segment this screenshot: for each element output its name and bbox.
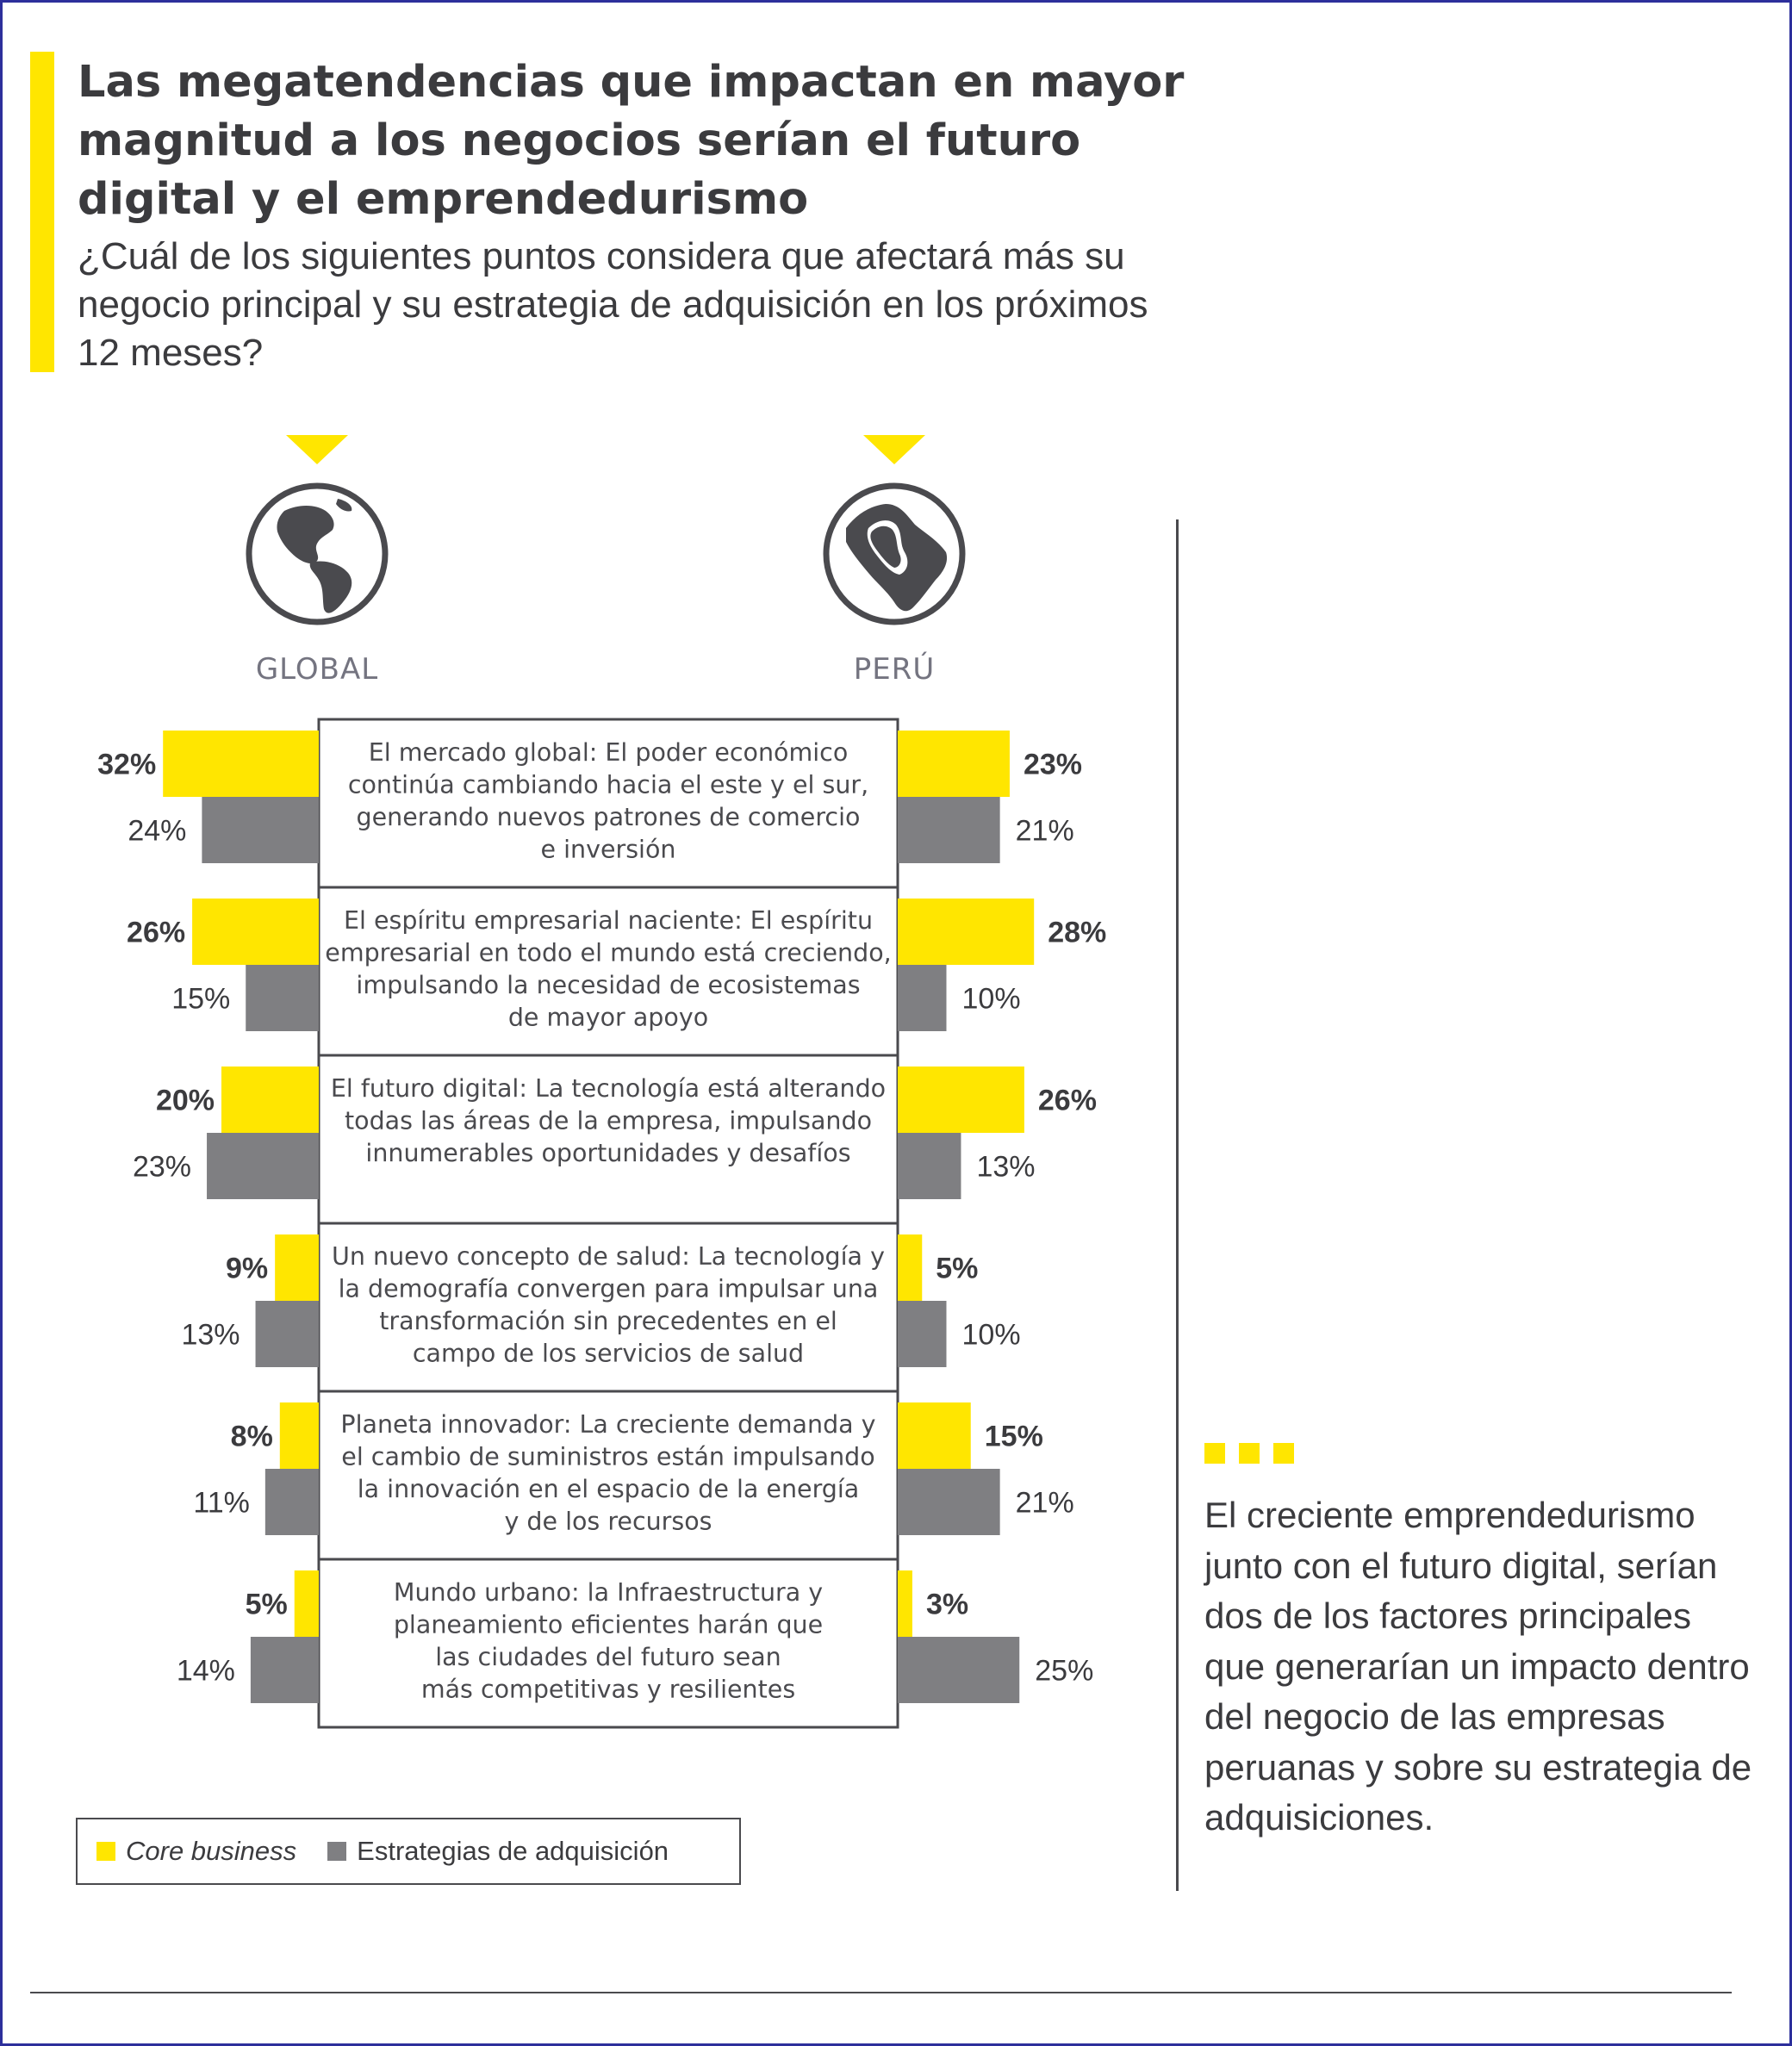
category-label-line: la innovación en el espacio de la energí… [358, 1475, 860, 1503]
peru-acquisition-bar [898, 1133, 961, 1199]
globe-americas-icon [246, 482, 389, 625]
global-core-value-label: 26% [127, 917, 185, 949]
category-label-line: e inversión [541, 836, 676, 864]
category-label-line: de mayor apoyo [508, 1004, 708, 1032]
category-label-line: Planeta innovador: La creciente demanda … [340, 1410, 875, 1439]
peru-acquisition-value-label: 21% [1016, 815, 1074, 848]
global-core-value-label: 9% [226, 1253, 268, 1285]
peru-acquisition-bar [898, 1301, 947, 1367]
global-core-bar [192, 899, 319, 965]
decoration-dot [1239, 1443, 1260, 1464]
global-acquisition-value-label: 14% [177, 1655, 235, 1688]
category-label-line: empresarial en todo el mundo está crecie… [325, 939, 891, 967]
peru-core-value-label: 5% [936, 1253, 978, 1285]
category-label-line: El mercado global: El poder económico [369, 738, 849, 767]
category-label-line: El futuro digital: La tecnología está al… [331, 1074, 886, 1103]
global-core-bar [279, 1402, 319, 1469]
category-label-line: y de los recursos [504, 1508, 712, 1536]
category-label-line: las ciudades del futuro sean [435, 1643, 781, 1671]
category-label-line: impulsando la necesidad de ecosistemas [356, 971, 860, 999]
peru-acquisition-value-label: 25% [1035, 1655, 1093, 1688]
peru-acquisition-bar [898, 797, 1000, 863]
global-core-value-label: 8% [231, 1421, 273, 1453]
globe-peru-icon [823, 482, 966, 625]
global-core-bar [275, 1234, 319, 1301]
category-label-line: transformación sin precedentes en el [379, 1307, 837, 1335]
legend-label-acquisition: Estrategias de adquisición [357, 1836, 669, 1866]
category-label-line: El espíritu empresarial naciente: El esp… [344, 906, 873, 935]
chart-legend: Core business Estrategias de adquisición [76, 1818, 741, 1885]
global-acquisition-value-label: 24% [128, 815, 186, 848]
category-label-line: el cambio de suministros están impulsand… [341, 1443, 874, 1471]
category-label-line: la demografía convergen para impulsar un… [339, 1275, 879, 1303]
peru-acquisition-value-label: 13% [976, 1151, 1035, 1184]
category-label-line: Mundo urbano: la Infraestructura y [394, 1578, 823, 1607]
peru-acquisition-bar [898, 1637, 1020, 1703]
page-title: Las megatendencias que impactan en mayor… [78, 57, 1185, 225]
vertical-divider [1176, 519, 1179, 1891]
title-accent-bar [30, 52, 54, 372]
global-core-value-label: 20% [156, 1085, 215, 1117]
peru-acquisition-value-label: 10% [962, 1319, 1021, 1352]
global-acquisition-bar [202, 797, 319, 863]
global-label: GLOBAL [255, 652, 379, 687]
peru-core-bar [898, 1067, 1024, 1133]
peru-acquisition-value-label: 10% [962, 983, 1021, 1016]
peru-core-bar [898, 1570, 912, 1637]
legend-swatch-acquisition [327, 1842, 347, 1861]
legend-swatch-core [96, 1842, 115, 1861]
peru-core-bar [898, 899, 1035, 965]
category-label-line: más competitivas y resilientes [421, 1676, 795, 1704]
global-acquisition-value-label: 13% [181, 1319, 240, 1352]
category-label-line: Un nuevo concepto de salud: La tecnologí… [332, 1242, 885, 1271]
peru-core-value-label: 26% [1038, 1085, 1097, 1117]
global-acquisition-bar [250, 1637, 319, 1703]
decoration-dot [1273, 1443, 1294, 1464]
legend-label-core: Core business [126, 1836, 297, 1866]
global-core-bar [221, 1067, 319, 1133]
global-core-value-label: 5% [246, 1589, 288, 1621]
category-label-line: generando nuevos patrones de comercio [357, 803, 861, 831]
category-label-line: planeamiento eficientes harán que [394, 1611, 823, 1639]
category-label-line: continúa cambiando hacia el este y el su… [348, 771, 868, 799]
peru-core-bar [898, 731, 1010, 797]
category-label-line: campo de los servicios de salud [413, 1340, 804, 1368]
category-label-line: innumerables oportunidades y desafíos [365, 1139, 850, 1167]
global-acquisition-value-label: 15% [171, 983, 230, 1016]
global-acquisition-value-label: 23% [133, 1151, 191, 1184]
peru-acquisition-bar [898, 1469, 1000, 1535]
global-core-bar [163, 731, 319, 797]
global-core-bar [294, 1570, 319, 1637]
peru-core-bar [898, 1234, 923, 1301]
global-marker-icon [286, 435, 348, 464]
peru-core-value-label: 23% [1024, 749, 1082, 781]
legend-item-acquisition: Estrategias de adquisición [327, 1836, 669, 1867]
legend-item-core: Core business [96, 1836, 296, 1867]
global-acquisition-bar [264, 1469, 319, 1535]
global-acquisition-bar [246, 965, 319, 1031]
category-label-line: todas las áreas de la empresa, impulsand… [345, 1107, 872, 1135]
peru-core-value-label: 15% [985, 1421, 1043, 1453]
peru-core-value-label: 28% [1048, 917, 1106, 949]
decoration-dot [1204, 1443, 1225, 1464]
global-acquisition-value-label: 11% [193, 1487, 250, 1520]
global-acquisition-bar [255, 1301, 319, 1367]
global-core-value-label: 32% [97, 749, 156, 781]
peru-label: PERÚ [853, 652, 936, 687]
peru-acquisition-value-label: 21% [1016, 1487, 1074, 1520]
peru-core-value-label: 3% [926, 1589, 968, 1621]
bottom-rule [30, 1992, 1732, 1993]
global-acquisition-bar [207, 1133, 319, 1199]
peru-acquisition-bar [898, 965, 947, 1031]
ellipsis-decoration [1204, 1443, 1308, 1464]
page-subtitle: ¿Cuál de los siguientes puntos considera… [78, 235, 1148, 374]
conclusion-note: El creciente emprendedurismo junto con e… [1204, 1495, 1752, 1838]
peru-core-bar [898, 1402, 971, 1469]
peru-marker-icon [863, 435, 925, 464]
